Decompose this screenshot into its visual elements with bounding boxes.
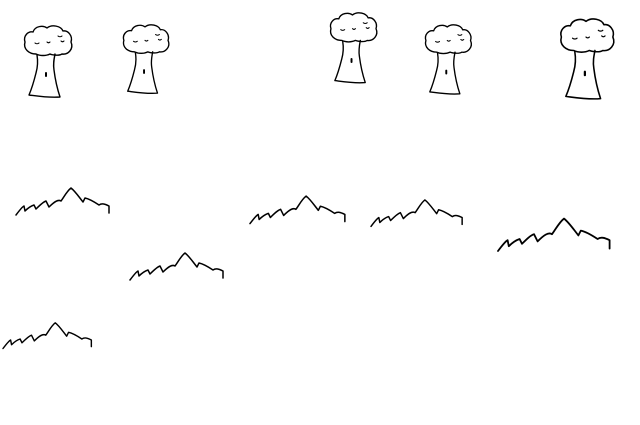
tree-icon (122, 24, 170, 95)
grass-icon (129, 252, 224, 281)
grass-icon (497, 217, 611, 252)
grass-icon (370, 199, 463, 228)
grass-icon (15, 187, 110, 216)
tree-icon (329, 12, 378, 84)
tree-icon (424, 24, 472, 95)
tree-icon (560, 18, 615, 100)
tree-icon (23, 25, 73, 98)
grass-icon (2, 322, 93, 350)
grass-icon (249, 195, 346, 225)
